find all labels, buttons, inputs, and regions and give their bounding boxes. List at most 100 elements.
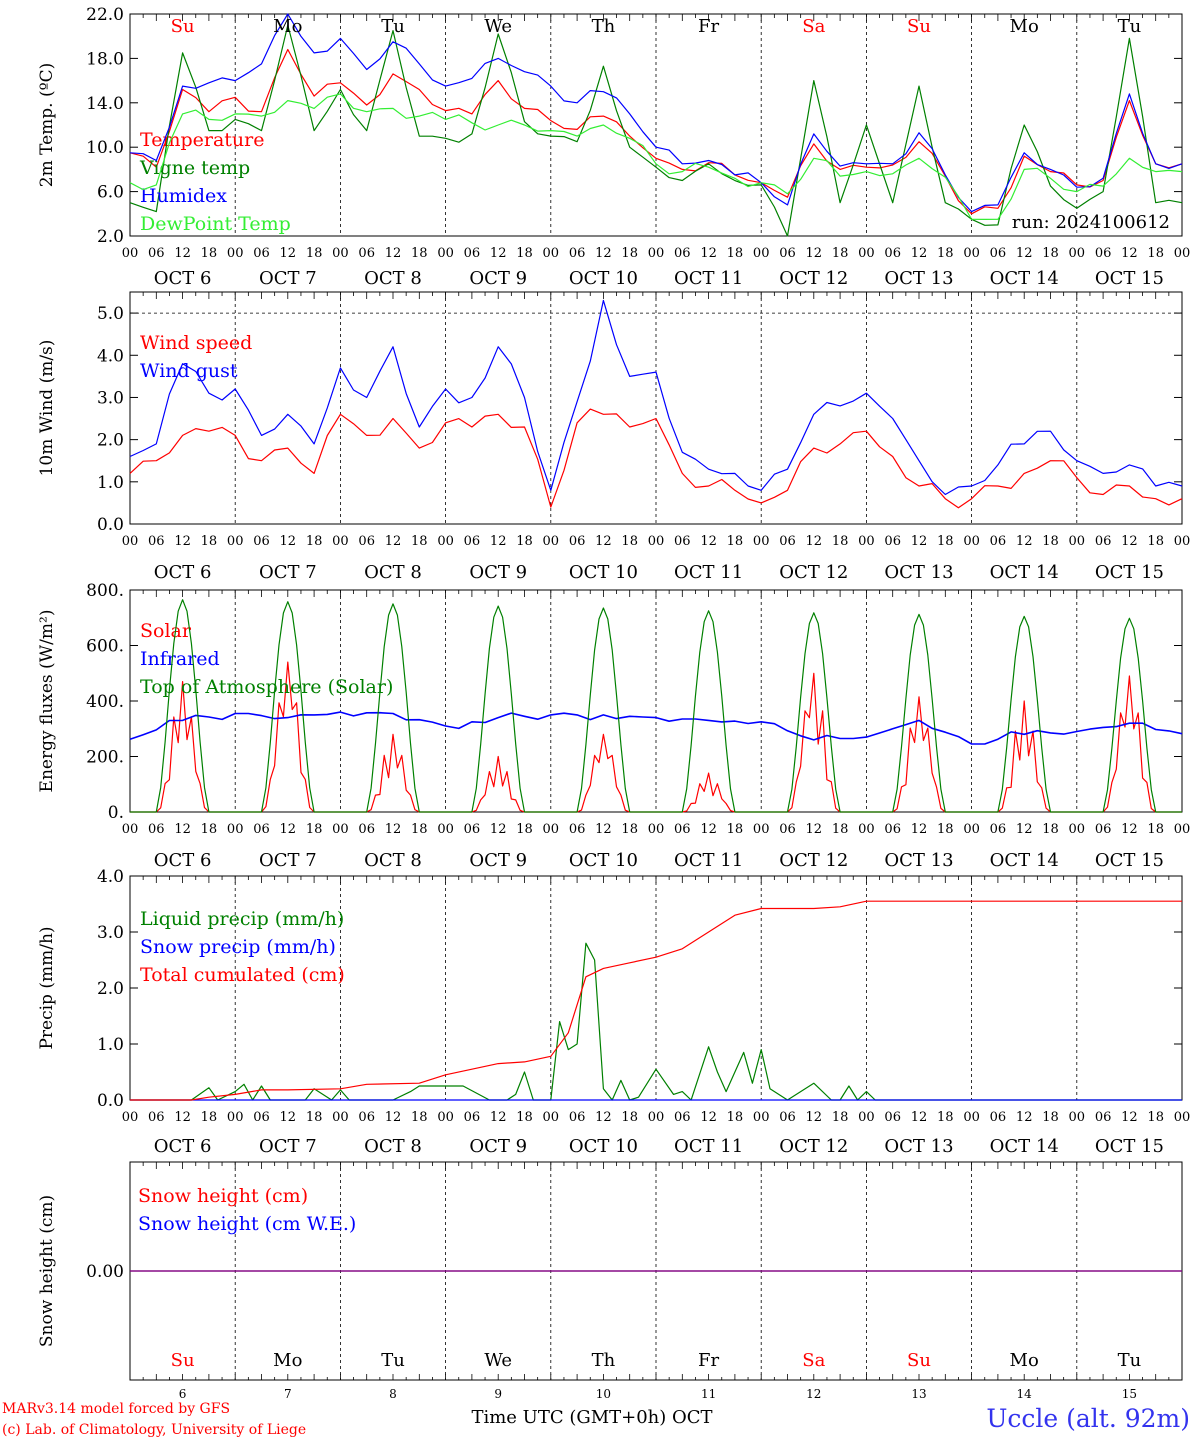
date-label: OCT 15 bbox=[1095, 268, 1164, 289]
hour-tick-label: 00 bbox=[122, 1110, 139, 1125]
hour-tick-label: 12 bbox=[174, 246, 191, 261]
hour-tick-label: 00 bbox=[1069, 822, 1086, 837]
hour-tick-label: 18 bbox=[937, 246, 954, 261]
series-line-total-cumulated-cm- bbox=[130, 900, 1182, 1101]
hour-tick-label: 00 bbox=[332, 822, 349, 837]
hour-tick-label: 18 bbox=[832, 822, 849, 837]
meteogram-panels: 22.0 18.0 14.0 10.0 6.0 2.0 2m Temp. (ºC) 00 06 1… bbox=[37, 5, 1190, 1401]
date-label: OCT 8 bbox=[364, 850, 422, 871]
hour-tick-label: 06 bbox=[990, 534, 1007, 549]
hour-tick-label: 06 bbox=[253, 822, 270, 837]
hour-tick-label: 18 bbox=[727, 1110, 744, 1125]
date-label: OCT 10 bbox=[569, 268, 638, 289]
hour-tick-label: 18 bbox=[306, 534, 323, 549]
hour-tick-label: 12 bbox=[911, 1110, 928, 1125]
hour-tick-label: 06 bbox=[358, 246, 375, 261]
legend-entry: Liquid precip (mm/h) bbox=[140, 908, 344, 930]
weekday-label: Su bbox=[171, 16, 195, 37]
hour-tick-label: 18 bbox=[621, 534, 638, 549]
hour-tick-label: 00 bbox=[437, 1110, 454, 1125]
hour-tick-label: 00 bbox=[648, 1110, 665, 1125]
legend-entry: Infrared bbox=[140, 648, 220, 670]
hour-tick-label: 12 bbox=[1121, 246, 1138, 261]
hour-tick-label: 00 bbox=[332, 246, 349, 261]
hour-tick-label: 00 bbox=[122, 534, 139, 549]
model-credit: MARv3.14 model forced by GFS bbox=[2, 1401, 230, 1417]
hour-tick-label: 12 bbox=[595, 246, 612, 261]
y-tick-label: 10.0 bbox=[86, 138, 124, 158]
y-tick-label: 400. bbox=[86, 692, 124, 712]
hour-tick-label: 18 bbox=[411, 1110, 428, 1125]
hour-tick-label: 00 bbox=[227, 822, 244, 837]
hour-tick-label: 00 bbox=[227, 246, 244, 261]
hour-tick-label: 12 bbox=[806, 1110, 823, 1125]
y-tick-label: 0. bbox=[108, 803, 124, 823]
hour-tick-label: 12 bbox=[174, 822, 191, 837]
hour-tick-label: 00 bbox=[648, 534, 665, 549]
panel-2: 5.0 4.0 3.0 2.0 1.0 0.0 10m Wind (m/s) 00 06 12 18… bbox=[37, 291, 1190, 583]
hour-tick-label: 06 bbox=[674, 246, 691, 261]
hour-tick-label: 06 bbox=[569, 534, 586, 549]
hour-tick-label: 12 bbox=[1016, 246, 1033, 261]
weekday-label: Mo bbox=[1010, 16, 1039, 37]
hour-tick-label: 00 bbox=[543, 246, 560, 261]
panel-4: 4.0 3.0 2.0 1.0 0.0 Precip (mm/h) 00 06 12 18 OCT … bbox=[37, 867, 1190, 1157]
hour-tick-label: 18 bbox=[516, 534, 533, 549]
panel-3: 800. 600. 400. 200. 0. Energy fluxes (W/m²) 00… bbox=[37, 581, 1190, 871]
date-label: OCT 7 bbox=[259, 268, 317, 289]
date-label: OCT 13 bbox=[884, 268, 953, 289]
hour-tick-label: 12 bbox=[806, 534, 823, 549]
date-label: OCT 11 bbox=[674, 562, 743, 583]
hour-tick-label: 00 bbox=[437, 246, 454, 261]
weekday-label: Fr bbox=[698, 1350, 719, 1371]
series-line-wind-speed bbox=[129, 408, 1183, 509]
hour-tick-label: 18 bbox=[832, 534, 849, 549]
y-tick-label: 0.00 bbox=[86, 1262, 124, 1282]
hour-tick-label: 06 bbox=[569, 822, 586, 837]
hour-tick-label: 06 bbox=[779, 246, 796, 261]
hour-tick-label: 00 bbox=[963, 246, 980, 261]
hour-tick-label: 06 bbox=[1095, 822, 1112, 837]
date-label: OCT 8 bbox=[364, 1136, 422, 1157]
day-number: 12 bbox=[806, 1387, 821, 1401]
station-name: Uccle (alt. 92m) bbox=[986, 1404, 1190, 1433]
weekday-label: Tu bbox=[1118, 16, 1142, 37]
legend-entry: Total cumulated (cm) bbox=[140, 964, 345, 986]
y-axis-label: 10m Wind (m/s) bbox=[37, 340, 57, 477]
hour-tick-label: 06 bbox=[779, 1110, 796, 1125]
hour-tick-label: 12 bbox=[700, 534, 717, 549]
hour-tick-label: 18 bbox=[411, 822, 428, 837]
hour-tick-label: 06 bbox=[569, 1110, 586, 1125]
y-tick-label: 1.0 bbox=[97, 1035, 124, 1055]
hour-tick-label: 06 bbox=[358, 1110, 375, 1125]
y-tick-label: 800. bbox=[86, 581, 124, 601]
date-label: OCT 13 bbox=[884, 1136, 953, 1157]
date-label: OCT 12 bbox=[779, 268, 848, 289]
y-tick-label: 3.0 bbox=[97, 388, 124, 408]
hour-tick-label: 00 bbox=[753, 1110, 770, 1125]
y-tick-label: 3.0 bbox=[97, 923, 124, 943]
hour-tick-label: 06 bbox=[779, 822, 796, 837]
weekday-label: We bbox=[484, 16, 512, 37]
weekday-label: Sa bbox=[802, 1350, 825, 1371]
hour-tick-label: 00 bbox=[332, 534, 349, 549]
legend-entry: Snow height (cm) bbox=[138, 1185, 308, 1207]
date-label: OCT 6 bbox=[154, 850, 212, 871]
y-tick-label: 18.0 bbox=[86, 49, 124, 69]
panel-1: 22.0 18.0 14.0 10.0 6.0 2.0 2m Temp. (ºC) 00 06 1… bbox=[37, 5, 1190, 289]
hour-tick-label: 12 bbox=[911, 822, 928, 837]
hour-tick-label: 12 bbox=[385, 1110, 402, 1125]
hour-tick-label: 06 bbox=[1095, 246, 1112, 261]
weekday-label: Sa bbox=[802, 16, 825, 37]
hour-tick-label: 00 bbox=[122, 246, 139, 261]
hour-tick-label: 06 bbox=[253, 246, 270, 261]
hour-tick-label: 06 bbox=[674, 1110, 691, 1125]
series-line-infrared bbox=[129, 711, 1183, 745]
hour-tick-label: 12 bbox=[490, 822, 507, 837]
hour-tick-label: 00 bbox=[543, 1110, 560, 1125]
date-label: OCT 11 bbox=[674, 850, 743, 871]
hour-tick-label: 18 bbox=[516, 246, 533, 261]
weekday-label: Tu bbox=[381, 1350, 405, 1371]
legend-entry: Vigne temp bbox=[139, 157, 250, 179]
series-line-humidex bbox=[129, 13, 1183, 213]
